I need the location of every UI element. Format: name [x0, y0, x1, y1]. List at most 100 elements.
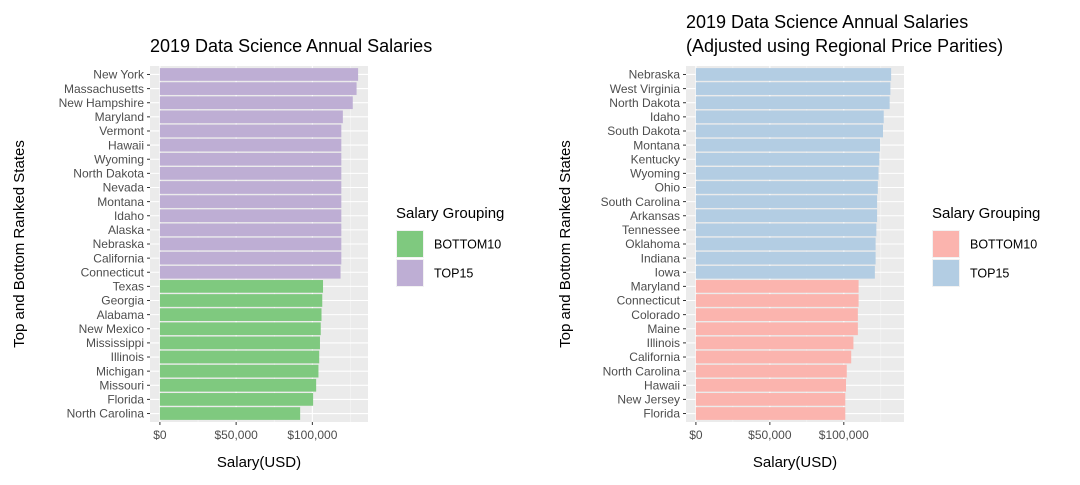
- y-tick-label: Connecticut: [81, 265, 145, 279]
- bar-california: [695, 350, 852, 364]
- bar-arkansas: [695, 209, 878, 223]
- y-tick-label: New Mexico: [79, 322, 145, 336]
- bar-colorado: [695, 308, 858, 321]
- bar-nevada: [159, 181, 342, 194]
- y-tick-label: Arkansas: [630, 209, 680, 223]
- bar-tennessee: [695, 223, 877, 237]
- y-tick-label: California: [93, 251, 144, 265]
- x-axis-title: Salary(USD): [753, 454, 837, 471]
- bar-alaska: [159, 223, 342, 237]
- bar-kentucky: [695, 152, 880, 166]
- bar-north-dakota: [695, 96, 890, 110]
- bar-hawaii: [695, 378, 847, 392]
- legend-title: Salary Grouping: [396, 205, 504, 222]
- y-tick-label: New Hampshire: [59, 96, 145, 110]
- y-tick-label: North Carolina: [603, 364, 681, 378]
- y-tick-label: Connecticut: [617, 294, 681, 308]
- bar-connecticut: [695, 294, 859, 307]
- bar-montana: [695, 138, 881, 152]
- y-tick-label: South Carolina: [601, 195, 681, 209]
- y-tick-label: Wyoming: [630, 167, 680, 181]
- y-tick-label: North Dakota: [609, 96, 680, 110]
- bar-florida: [695, 407, 846, 420]
- bar-oklahoma: [695, 237, 876, 251]
- bar-new-york: [159, 68, 359, 81]
- y-tick-label: Illinois: [111, 350, 144, 364]
- y-tick-label: Florida: [107, 393, 144, 407]
- y-tick-label: Nebraska: [629, 68, 681, 82]
- legend-label: BOTTOM10: [434, 238, 501, 252]
- bar-illinois: [159, 350, 320, 364]
- legend-label: TOP15: [970, 267, 1009, 281]
- legend-swatch: [933, 231, 959, 257]
- bar-mississippi: [159, 336, 320, 350]
- bar-new-mexico: [159, 322, 321, 336]
- y-tick-label: Nebraska: [93, 237, 145, 251]
- y-tick-label: Alaska: [108, 223, 144, 237]
- legend-label: BOTTOM10: [970, 238, 1037, 252]
- y-tick-label: Missouri: [99, 378, 144, 392]
- y-tick-label: Georgia: [101, 294, 144, 308]
- y-tick-label: Montana: [97, 195, 144, 209]
- bar-michigan: [159, 364, 319, 378]
- y-tick-label: Michigan: [96, 364, 144, 378]
- bar-maryland: [159, 110, 343, 124]
- y-tick-label: Colorado: [631, 308, 680, 322]
- legend: Salary Grouping BOTTOM10 TOP15: [396, 205, 504, 287]
- y-tick-label: Maryland: [631, 280, 680, 294]
- bar-california: [159, 251, 342, 265]
- y-tick-label: Maine: [647, 322, 680, 336]
- y-tick-label: Idaho: [114, 209, 144, 223]
- bar-iowa: [695, 265, 875, 279]
- y-tick-label: West Virginia: [610, 82, 681, 96]
- y-tick-label: Illinois: [647, 336, 680, 350]
- y-tick-label: Tennessee: [622, 223, 680, 237]
- y-tick-label: Idaho: [650, 110, 680, 124]
- bar-alabama: [159, 308, 322, 321]
- y-tick-label: Texas: [113, 280, 144, 294]
- y-tick-label: North Carolina: [67, 407, 145, 421]
- y-tick-label: Florida: [643, 407, 680, 421]
- bar-south-dakota: [695, 124, 883, 138]
- y-tick-label: California: [629, 350, 680, 364]
- legend-swatch: [933, 260, 959, 286]
- x-tick-label: $50,000: [214, 428, 258, 442]
- y-tick-label: Hawaii: [108, 138, 144, 152]
- bar-hawaii: [159, 138, 342, 152]
- y-tick-label: Alabama: [97, 308, 145, 322]
- bar-massachusetts: [159, 82, 357, 95]
- bar-maryland: [695, 280, 859, 293]
- y-tick-label: New York: [93, 68, 145, 82]
- legend-swatch: [397, 231, 423, 257]
- y-tick-label: Massachusetts: [64, 82, 144, 96]
- y-tick-label: Wyoming: [94, 152, 144, 166]
- y-tick-label: Oklahoma: [625, 237, 680, 251]
- y-tick-label: Vermont: [99, 124, 144, 138]
- y-tick-label: Indiana: [641, 251, 681, 265]
- y-tick-label: North Dakota: [73, 167, 144, 181]
- y-tick-label: New Jersey: [617, 393, 680, 407]
- bar-idaho: [695, 110, 884, 124]
- y-tick-label: Maryland: [95, 110, 144, 124]
- bar-north-carolina: [695, 364, 847, 378]
- bar-new-hampshire: [159, 96, 353, 110]
- y-tick-label: Ohio: [655, 181, 681, 195]
- bar-texas: [159, 280, 324, 293]
- y-axis-title: Top and Bottom Ranked States: [11, 140, 28, 348]
- bar-north-carolina: [159, 407, 301, 420]
- bar-georgia: [159, 294, 323, 307]
- bar-connecticut: [159, 265, 341, 279]
- bar-ohio: [695, 181, 878, 194]
- x-tick-label: $100,000: [287, 428, 337, 442]
- bar-vermont: [159, 124, 342, 138]
- chart-title: 2019 Data Science Annual Salaries (Adjust…: [686, 12, 1003, 56]
- y-tick-label: Nevada: [103, 181, 145, 195]
- x-tick-label: $100,000: [819, 428, 869, 442]
- bar-indiana: [695, 251, 876, 265]
- bar-south-carolina: [695, 195, 878, 208]
- bar-nebraska: [159, 237, 342, 251]
- bar-illinois: [695, 336, 854, 350]
